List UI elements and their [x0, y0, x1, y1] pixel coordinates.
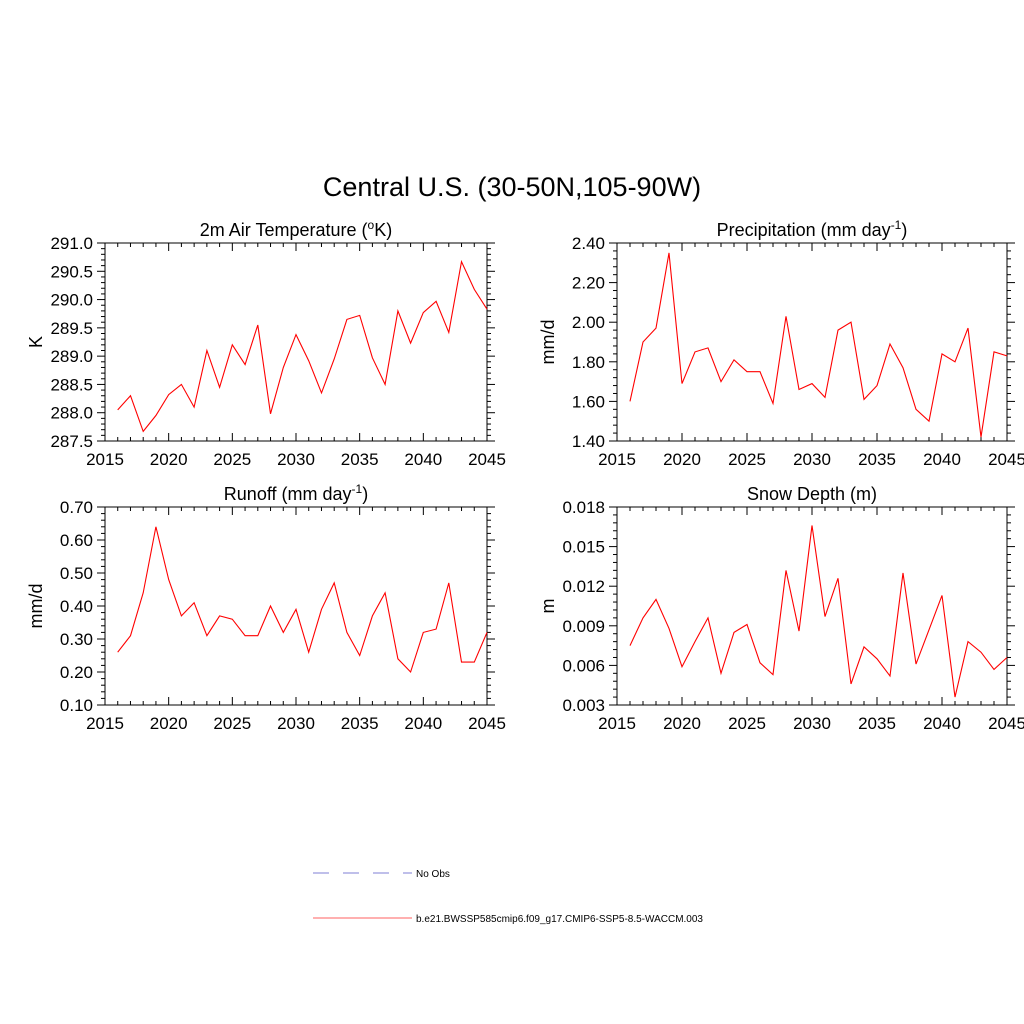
y-tick-label: 0.10 — [60, 696, 93, 715]
panel-1: 2m Air Temperature (oK) K 2015 2020 2025 2030… — [26, 218, 506, 469]
legend-item-2: b.e21.BWSSP585cmip6.f09_g17.CMIP6-SSP5-8… — [313, 914, 703, 925]
x-tick-label: 2040 — [923, 450, 961, 469]
x-tick-label: 2035 — [858, 714, 896, 733]
series-line — [117, 259, 488, 433]
x-tick-label: 2025 — [728, 450, 766, 469]
y-tick-label: 0.003 — [562, 696, 605, 715]
panel-title-main: Precipitation (mm day — [717, 220, 891, 240]
x-tick-label: 2045 — [468, 450, 506, 469]
y-tick-label: 0.20 — [60, 663, 93, 682]
legend-label: b.e21.BWSSP585cmip6.f09_g17.CMIP6-SSP5-8… — [416, 914, 703, 925]
x-tick-label: 2015 — [598, 714, 636, 733]
y-axis-label: K — [26, 336, 46, 348]
y-tick-label: 1.40 — [572, 432, 605, 451]
x-tick-label: 2045 — [988, 450, 1024, 469]
series-line — [117, 526, 488, 674]
x-tick-label: 2045 — [468, 714, 506, 733]
x-tick-label: 2020 — [663, 714, 701, 733]
y-tick-label: 290.5 — [50, 262, 93, 281]
y-tick-label: 0.012 — [562, 577, 605, 596]
plot-frame — [616, 242, 1008, 442]
panel-2: Precipitation (mm day-1) mm/d 2015 2020 2025… — [538, 218, 1024, 469]
x-tick-label: 2045 — [988, 714, 1024, 733]
figure-title: Central U.S. (30-50N,105-90W) — [323, 172, 701, 202]
x-tick-label: 2035 — [341, 714, 379, 733]
y-tick-label: 0.50 — [60, 564, 93, 583]
y-tick-label: 2.00 — [572, 313, 605, 332]
x-tick-label: 2025 — [728, 714, 766, 733]
y-tick-label: 0.015 — [562, 538, 605, 557]
panel-title-tail: ) — [362, 484, 368, 504]
series-line — [629, 252, 1008, 438]
legend-item-1: No Obs — [313, 869, 450, 880]
y-axis-label: mm/d — [26, 584, 46, 629]
y-tick-label: 1.60 — [572, 392, 605, 411]
x-tick-label: 2025 — [213, 450, 251, 469]
legend-label: No Obs — [416, 869, 450, 880]
panel-title: Precipitation (mm day-1) — [717, 218, 908, 240]
y-tick-label: 0.40 — [60, 597, 93, 616]
y-tick-label: 288.5 — [50, 375, 93, 394]
y-tick-label: 0.009 — [562, 617, 605, 636]
plot-frame — [104, 242, 488, 442]
panel-title-tail: K) — [374, 220, 392, 240]
y-tick-label: 2.20 — [572, 274, 605, 293]
x-tick-label: 2035 — [858, 450, 896, 469]
panel-title-main: Snow Depth (m) — [747, 484, 877, 504]
y-axis-label: m — [538, 599, 558, 614]
y-tick-label: 0.30 — [60, 630, 93, 649]
x-tick-label: 2030 — [277, 450, 315, 469]
x-tick-label: 2020 — [150, 714, 188, 733]
panel-title-tail: ) — [901, 220, 907, 240]
panel-title-superscript: -1 — [891, 218, 902, 232]
panel-title-superscript: -1 — [352, 482, 363, 496]
x-tick-label: 2040 — [923, 714, 961, 733]
panel-title: Snow Depth (m) — [747, 484, 877, 504]
panel-title-main: Runoff (mm day — [224, 484, 352, 504]
series-line — [629, 525, 1008, 698]
x-tick-label: 2025 — [213, 714, 251, 733]
panel-3: Runoff (mm day-1) mm/d 2015 2020 2025 2030 203… — [26, 482, 506, 733]
panel-title-main: 2m Air Temperature ( — [200, 220, 368, 240]
panel-4: Snow Depth (m) m 2015 2020 2025 2030 2035 2040 2… — [538, 484, 1024, 733]
x-tick-label: 2015 — [598, 450, 636, 469]
y-tick-label: 1.80 — [572, 353, 605, 372]
y-tick-label: 290.0 — [50, 291, 93, 310]
panel-title: 2m Air Temperature (oK) — [200, 218, 392, 240]
x-tick-label: 2020 — [150, 450, 188, 469]
x-tick-label: 2040 — [404, 450, 442, 469]
legend: No Obs b.e21.BWSSP585cmip6.f09_g17.CMIP6-… — [313, 869, 703, 925]
x-tick-label: 2015 — [86, 714, 124, 733]
x-tick-label: 2035 — [341, 450, 379, 469]
y-tick-label: 287.5 — [50, 432, 93, 451]
y-tick-label: 0.006 — [562, 656, 605, 675]
y-tick-label: 289.5 — [50, 319, 93, 338]
x-tick-label: 2020 — [663, 450, 701, 469]
panels: 2m Air Temperature (oK) K 2015 2020 2025 2030… — [26, 218, 1024, 733]
x-tick-label: 2030 — [793, 450, 831, 469]
x-tick-label: 2015 — [86, 450, 124, 469]
x-tick-label: 2030 — [793, 714, 831, 733]
y-tick-label: 288.0 — [50, 404, 93, 423]
y-tick-label: 2.40 — [572, 234, 605, 253]
plot-frame — [616, 506, 1008, 706]
y-tick-label: 0.70 — [60, 498, 93, 517]
y-tick-label: 0.60 — [60, 531, 93, 550]
y-tick-label: 289.0 — [50, 347, 93, 366]
y-tick-label: 0.018 — [562, 498, 605, 517]
x-tick-label: 2030 — [277, 714, 315, 733]
y-tick-label: 291.0 — [50, 234, 93, 253]
plot-frame — [104, 506, 488, 706]
y-axis-label: mm/d — [538, 320, 558, 365]
x-tick-label: 2040 — [404, 714, 442, 733]
panel-title: Runoff (mm day-1) — [224, 482, 368, 504]
panel-title-superscript: o — [368, 218, 375, 232]
